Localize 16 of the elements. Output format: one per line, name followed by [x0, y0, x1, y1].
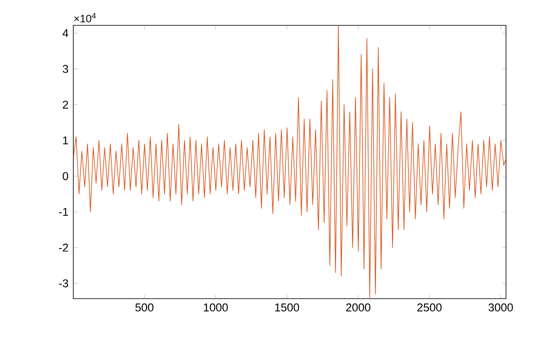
- x-tick-label: 2000: [346, 303, 370, 312]
- y-tick-label: -3: [59, 279, 68, 288]
- x-tick-label: 500: [135, 303, 154, 312]
- y-tick-label: 1: [63, 136, 68, 144]
- x-tick-label: 3000: [488, 303, 513, 312]
- x-tick-label: 2500: [417, 303, 442, 312]
- x-tick-label: 1500: [275, 303, 300, 312]
- y-tick-label: 4: [62, 29, 68, 38]
- line-series: [73, 26, 506, 298]
- y-tick-label: 3: [62, 64, 68, 73]
- y-tick-label: 2: [62, 100, 68, 109]
- y-tick-label: -1: [59, 208, 68, 216]
- y-tick-label: 0: [62, 172, 68, 180]
- x-tick-label: 1000: [204, 303, 228, 312]
- text: ×10$^{4}$: [74, 12, 96, 22]
- y-tick-label: -2: [59, 244, 68, 252]
